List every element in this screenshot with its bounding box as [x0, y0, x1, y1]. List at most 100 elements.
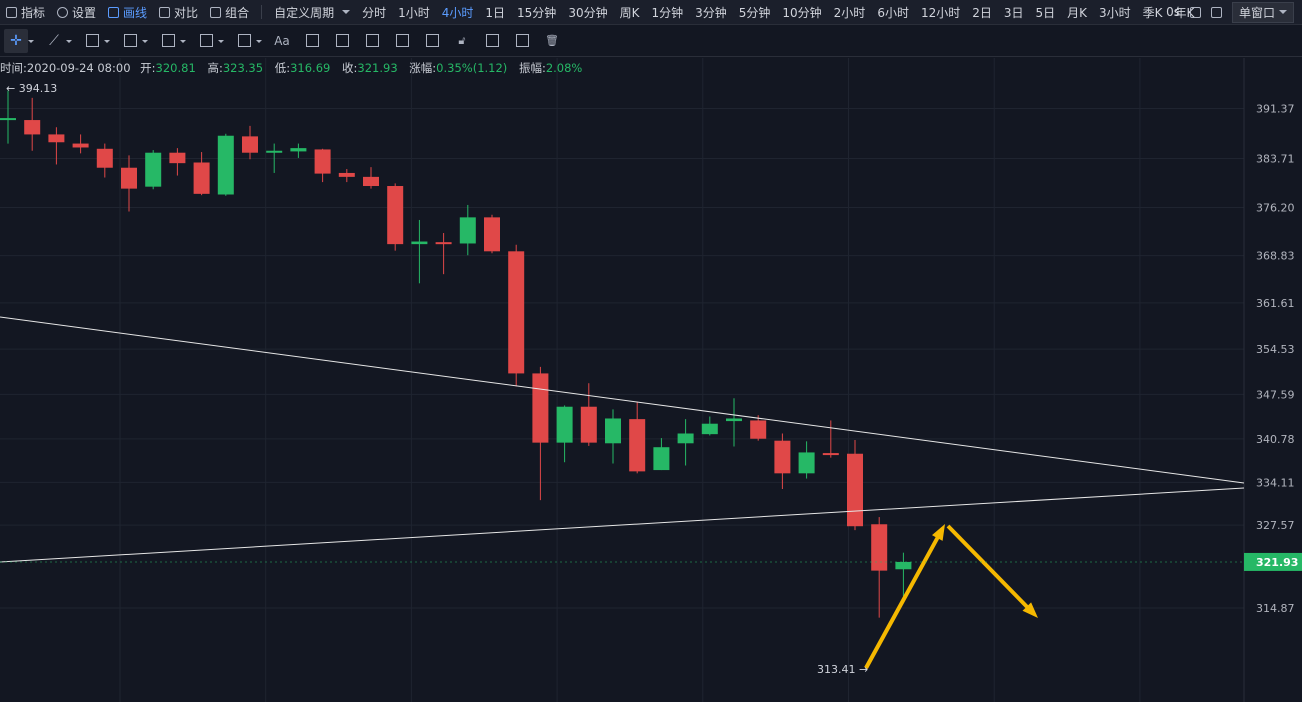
- window-mode-dropdown[interactable]: 单窗口: [1231, 1, 1294, 23]
- chevron-down-icon[interactable]: [28, 39, 34, 43]
- candle-body[interactable]: [629, 419, 646, 472]
- candle-body[interactable]: [459, 217, 476, 244]
- fullscreen-icon[interactable]: [1189, 6, 1201, 18]
- period-4[interactable]: 15分钟: [517, 5, 557, 20]
- crosshair-tool[interactable]: ✛: [4, 28, 34, 53]
- candle-body[interactable]: [701, 423, 718, 435]
- y-tick-label: 383.71: [1256, 153, 1295, 166]
- candle-body[interactable]: [677, 433, 694, 444]
- draw-button[interactable]: 画线: [102, 0, 153, 24]
- custom-period-dropdown[interactable]: 自定义周期: [268, 0, 356, 24]
- candle-body[interactable]: [484, 217, 500, 252]
- period-19[interactable]: 季K: [1142, 5, 1163, 20]
- parallel-channel-tool[interactable]: [80, 29, 110, 53]
- candle-body[interactable]: [435, 242, 452, 245]
- ascending-trendline[interactable]: [0, 487, 1245, 563]
- period-1[interactable]: 1小时: [398, 5, 430, 20]
- descending-trendline[interactable]: [0, 316, 1245, 484]
- ruler-tool[interactable]: [360, 29, 384, 53]
- down-arrow-drawing[interactable]: [946, 524, 1038, 618]
- screenshot-tool[interactable]: [510, 29, 534, 53]
- period-12[interactable]: 6小时: [877, 5, 909, 20]
- popout-icon[interactable]: [1210, 6, 1222, 18]
- candle-body[interactable]: [556, 406, 573, 443]
- chevron-down-icon[interactable]: [66, 39, 72, 43]
- measure-tool[interactable]: [232, 29, 262, 53]
- rectangle-tool[interactable]: [118, 29, 148, 53]
- period-20[interactable]: 年K: [1174, 5, 1195, 20]
- compare-button[interactable]: 对比: [153, 0, 204, 24]
- period-16[interactable]: 5日: [1035, 5, 1056, 20]
- candle-body[interactable]: [96, 148, 113, 168]
- candle-body[interactable]: [121, 167, 137, 189]
- candle-body[interactable]: [24, 120, 41, 135]
- candle-body[interactable]: [580, 406, 597, 443]
- period-17[interactable]: 月K: [1067, 5, 1088, 20]
- candle-body[interactable]: [726, 418, 742, 422]
- period-3[interactable]: 1日: [485, 5, 506, 20]
- candle-body[interactable]: [363, 176, 379, 187]
- candle-body[interactable]: [774, 440, 791, 474]
- period-13[interactable]: 12小时: [920, 5, 961, 20]
- candle-body[interactable]: [798, 452, 815, 474]
- candle-body[interactable]: [193, 162, 210, 194]
- candle-body[interactable]: [847, 453, 863, 527]
- fibonacci-tool[interactable]: [156, 29, 186, 53]
- chevron-down-icon[interactable]: [104, 39, 110, 43]
- text-tool[interactable]: Aa: [270, 29, 294, 53]
- period-5[interactable]: 30分钟: [568, 5, 608, 20]
- up-arrow-drawing[interactable]: [864, 524, 945, 669]
- candle-body[interactable]: [532, 373, 549, 443]
- period-14[interactable]: 2日: [972, 5, 992, 20]
- delete-tool[interactable]: 🗑︎: [540, 29, 564, 53]
- chevron-down-icon[interactable]: [180, 39, 186, 43]
- candle-body[interactable]: [242, 136, 258, 153]
- candle-body[interactable]: [217, 135, 234, 195]
- candle-body[interactable]: [653, 447, 670, 471]
- lock-tool[interactable]: 🔓︎: [450, 29, 474, 53]
- candle-body[interactable]: [338, 172, 355, 177]
- period-11[interactable]: 2小时: [833, 5, 866, 20]
- pencil-tool[interactable]: [390, 29, 414, 53]
- candle-body[interactable]: [750, 420, 767, 439]
- high-value: 323.35: [222, 61, 264, 75]
- copy-tool[interactable]: [480, 29, 504, 53]
- eraser-brush-tool[interactable]: [300, 29, 324, 53]
- pattern-tool[interactable]: [194, 29, 224, 53]
- chevron-down-icon[interactable]: [256, 39, 262, 43]
- period-9[interactable]: 5分钟: [738, 5, 771, 20]
- candle-body[interactable]: [290, 148, 307, 152]
- candle-body[interactable]: [169, 152, 186, 164]
- top-bar: 指标 设置 画线 对比 组合 自定义周期 分时 1小时 4小时 1日 15分钟 30分钟 周K 1分钟…: [0, 0, 1302, 25]
- candle-body[interactable]: [72, 143, 89, 148]
- candle-body[interactable]: [48, 134, 65, 143]
- magnet-tool[interactable]: [330, 29, 354, 53]
- candles-tool[interactable]: [420, 29, 444, 53]
- period-18[interactable]: 3小时: [1099, 5, 1131, 20]
- candle-body[interactable]: [508, 251, 525, 374]
- candlestick-chart[interactable]: 391.37 383.71 376.20 368.83 361.61 354.53 347.…: [0, 58, 1302, 702]
- combine-button[interactable]: 组合: [204, 0, 255, 24]
- period-8[interactable]: 3分钟: [695, 5, 727, 20]
- candle-body[interactable]: [145, 152, 162, 187]
- chevron-down-icon[interactable]: [142, 39, 148, 43]
- candle-body[interactable]: [387, 186, 404, 245]
- trend-line-tool[interactable]: ⟋: [42, 29, 72, 53]
- chevron-down-icon[interactable]: [218, 39, 224, 43]
- settings-button[interactable]: 设置: [51, 0, 102, 24]
- candle-body[interactable]: [895, 561, 912, 570]
- period-10[interactable]: 10分钟: [782, 5, 822, 20]
- indicator-button[interactable]: 指标: [0, 0, 51, 24]
- candle-body[interactable]: [605, 418, 621, 444]
- period-6[interactable]: 周K: [619, 5, 640, 20]
- candle-body[interactable]: [411, 241, 428, 245]
- candle-body[interactable]: [0, 118, 16, 121]
- period-15[interactable]: 3日: [1003, 5, 1024, 20]
- candle-body[interactable]: [266, 150, 283, 153]
- candle-body[interactable]: [871, 524, 888, 571]
- candle-body[interactable]: [822, 453, 839, 456]
- period-0[interactable]: 分时: [362, 5, 387, 20]
- period-2[interactable]: 4小时: [441, 5, 474, 20]
- period-7[interactable]: 1分钟: [651, 5, 684, 20]
- candle-body[interactable]: [314, 149, 331, 174]
